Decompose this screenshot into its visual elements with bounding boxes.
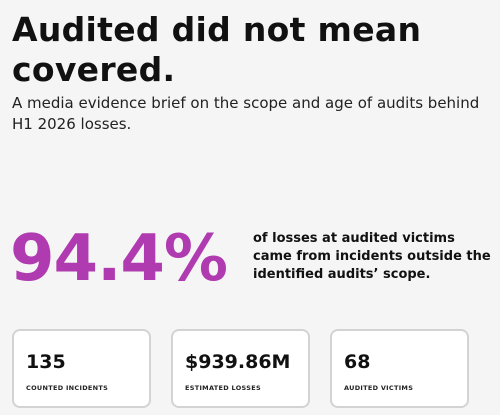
stat-card: 68 AUDITED VICTIMS [330,329,469,408]
stat-value: 68 [344,351,371,373]
stat-card: 135 COUNTED INCIDENTS [12,329,151,408]
stat-card: $939.86M ESTIMATED LOSSES [171,329,310,408]
stat-label: ESTIMATED LOSSES [185,384,261,392]
headline-figure: 94.4% [10,222,228,296]
stat-label: AUDITED VICTIMS [344,384,414,392]
headline-text: of losses at audited victims came from i… [253,231,491,282]
stat-value: $939.86M [185,351,291,373]
stat-value: 135 [26,351,66,373]
subtitle: A media evidence brief on the scope and … [12,94,480,133]
title: Audited did not mean covered. [12,10,422,89]
stat-label: COUNTED INCIDENTS [26,384,109,392]
